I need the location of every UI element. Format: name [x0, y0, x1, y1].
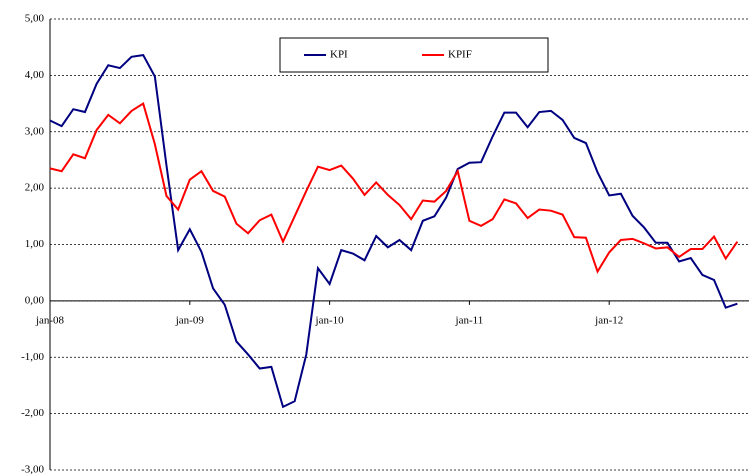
y-tick-label: -3,00: [21, 464, 44, 476]
y-tick-label: -1,00: [21, 351, 44, 363]
y-tick-label: -2,00: [21, 407, 44, 419]
y-tick-label: 5,00: [25, 13, 45, 25]
legend-label: KPI: [330, 49, 348, 61]
y-tick-label: 0,00: [25, 294, 45, 306]
y-tick-label: 1,00: [25, 238, 45, 250]
y-tick-label: 2,00: [25, 182, 45, 194]
legend-label: KPIF: [448, 49, 472, 61]
series-line: [49, 102, 739, 274]
y-tick-label: 4,00: [25, 69, 45, 81]
x-tick-label: jan-08: [35, 314, 65, 326]
y-tick-label: 3,00: [25, 125, 45, 137]
x-tick-label: jan-09: [175, 314, 205, 326]
series-line: [49, 53, 738, 409]
x-tick-label: jan-11: [455, 314, 484, 326]
x-tick-label: jan-10: [315, 314, 345, 326]
x-tick-label: jan-12: [594, 314, 623, 326]
